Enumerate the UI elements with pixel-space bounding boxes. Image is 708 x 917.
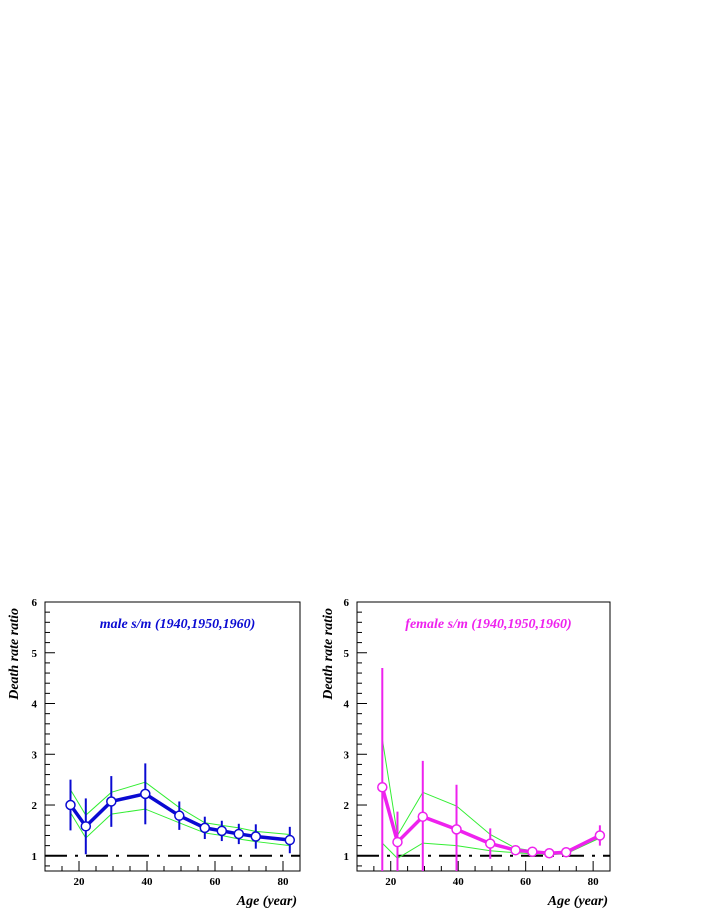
data-point bbox=[560, 846, 572, 858]
y-tick-label: 4 bbox=[32, 699, 38, 711]
data-point bbox=[106, 796, 117, 807]
data-point bbox=[392, 836, 403, 848]
data-point bbox=[250, 831, 262, 842]
y-axis-title: Death rate ratio bbox=[7, 608, 22, 701]
data-point bbox=[65, 799, 76, 811]
data-point bbox=[544, 847, 555, 859]
x-tick-label: 40 bbox=[453, 876, 465, 888]
data-point bbox=[377, 782, 388, 793]
panel-title: male s/m (1940,1950,1960) bbox=[100, 617, 256, 632]
y-tick-label: 3 bbox=[32, 749, 38, 761]
y-axis-title: Death rate ratio bbox=[321, 608, 336, 701]
plot-frame bbox=[44, 601, 301, 872]
data-point bbox=[284, 834, 296, 846]
y-tick-label: 6 bbox=[32, 597, 38, 609]
data-point bbox=[233, 828, 245, 840]
data-point bbox=[199, 822, 211, 834]
y-tick-label: 2 bbox=[32, 800, 38, 812]
data-point bbox=[510, 844, 521, 856]
data-point bbox=[527, 846, 538, 857]
data-point bbox=[451, 824, 462, 835]
series-line bbox=[69, 792, 290, 842]
y-tick-label: 5 bbox=[344, 648, 350, 660]
band-upper-line bbox=[70, 781, 290, 835]
x-tick-label: 80 bbox=[278, 876, 290, 888]
y-tick-label: 5 bbox=[32, 648, 38, 660]
x-axis-title: Age (year) bbox=[236, 894, 297, 909]
data-point bbox=[80, 821, 92, 832]
y-tick-label: 4 bbox=[344, 699, 350, 711]
data-point bbox=[417, 811, 429, 822]
x-tick-label: 20 bbox=[385, 876, 397, 888]
y-tick-label: 3 bbox=[344, 749, 350, 761]
data-point bbox=[174, 810, 185, 821]
plot-frame bbox=[356, 601, 611, 872]
data-point bbox=[140, 788, 151, 800]
data-point bbox=[216, 825, 228, 837]
y-tick-label: 1 bbox=[344, 851, 350, 863]
data-point bbox=[594, 830, 606, 841]
data-point bbox=[484, 838, 496, 849]
series-line bbox=[380, 786, 601, 855]
panel-male: 20 40 60 80 1 2 3 4 5 6 male s/m (1940,1950,1960) A… bbox=[7, 597, 301, 909]
x-tick-label: 80 bbox=[588, 876, 600, 888]
x-tick-label: 60 bbox=[210, 876, 222, 888]
panel-female: 20 40 60 80 1 2 3 4 5 6 female s/m (1940,1950,1960… bbox=[321, 597, 611, 909]
x-tick-label: 40 bbox=[142, 876, 154, 888]
band-lower-line bbox=[70, 808, 290, 847]
y-tick-label: 2 bbox=[344, 800, 350, 812]
x-tick-label: 60 bbox=[520, 876, 532, 888]
y-tick-label: 1 bbox=[32, 851, 38, 863]
y-tick-label: 6 bbox=[344, 597, 350, 609]
x-axis-title: Age (year) bbox=[547, 894, 608, 909]
panel-title: female s/m (1940,1950,1960) bbox=[405, 617, 571, 632]
x-tick-label: 20 bbox=[74, 876, 86, 888]
